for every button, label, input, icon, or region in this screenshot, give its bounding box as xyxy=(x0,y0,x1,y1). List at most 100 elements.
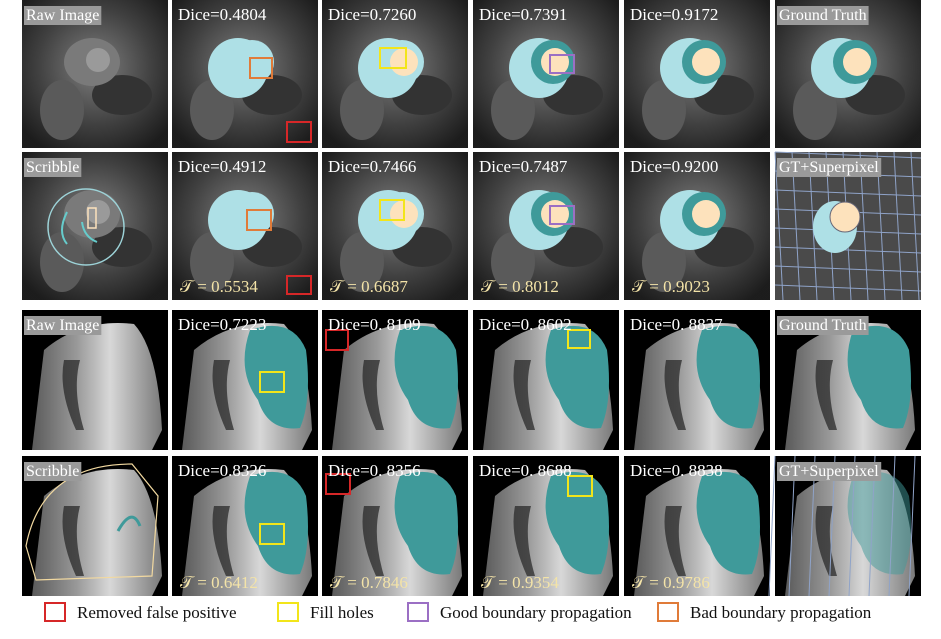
tissue xyxy=(92,75,152,115)
annotation-box xyxy=(246,209,272,231)
legend-label: Bad boundary propagation xyxy=(690,603,872,622)
tissue xyxy=(491,232,535,292)
superpixel-edge xyxy=(768,455,776,597)
ventricle xyxy=(513,360,535,430)
panel-tag-bg xyxy=(24,158,82,177)
panel-tag-bg xyxy=(777,316,869,335)
superpixel-edge xyxy=(774,151,784,301)
tissue xyxy=(491,80,535,140)
panel: Scribble xyxy=(22,152,168,300)
annotation-box xyxy=(549,205,575,225)
tau-label: 𝒯 = 0.9023 xyxy=(632,277,710,296)
superpixel-edge xyxy=(893,151,903,301)
ventricle xyxy=(86,48,110,72)
superpixel-edge xyxy=(908,455,916,597)
cavity-seg xyxy=(692,48,720,76)
superpixel-edge xyxy=(774,246,922,254)
panel-tag-bg xyxy=(24,6,102,25)
tissue xyxy=(642,232,686,292)
dice-label: Dice=0.4912 xyxy=(178,157,266,176)
tissue xyxy=(40,80,84,140)
ventricle xyxy=(212,360,234,430)
panel: Dice=0. 8838 𝒯 = 0.9786 xyxy=(624,456,770,596)
legend-swatch xyxy=(44,602,66,622)
dice-label: Dice=0.7487 xyxy=(479,157,568,176)
cavity-seg xyxy=(240,200,268,228)
tumor-seg xyxy=(545,325,609,429)
tau-label: 𝒯 = 0.7846 xyxy=(330,573,408,592)
annotation-box xyxy=(286,275,312,295)
dice-label: Dice=0.9172 xyxy=(630,5,718,24)
scribble xyxy=(116,515,142,532)
superpixel-edge xyxy=(774,284,922,292)
tau-label: 𝒯 = 0.9354 xyxy=(481,573,559,592)
dice-label: Dice=0.7466 xyxy=(328,157,416,176)
panel: Ground Truth xyxy=(775,310,921,450)
panel-tag-bg xyxy=(24,316,102,335)
ventricle xyxy=(62,506,84,576)
cavity-seg xyxy=(843,48,871,76)
legend-swatch xyxy=(407,602,429,622)
tissue xyxy=(92,227,152,267)
superpixel-edge xyxy=(774,189,922,197)
dice-label: Dice=0.7223 xyxy=(178,315,266,334)
tumor-seg xyxy=(696,471,760,575)
panel: Raw Image xyxy=(22,310,168,450)
legend-label: Removed false positive xyxy=(77,603,237,622)
tissue xyxy=(340,232,384,292)
panel-tag-bg xyxy=(777,158,882,177)
tau-label: 𝒯 = 0.6687 xyxy=(330,277,408,296)
dice-label: Dice=0.7391 xyxy=(479,5,567,24)
tissue xyxy=(642,80,686,140)
ventricle xyxy=(86,200,110,224)
tumor-seg xyxy=(394,471,458,575)
annotation-box xyxy=(286,121,312,143)
scribble xyxy=(61,211,98,245)
legend-label: Good boundary propagation xyxy=(440,603,632,622)
tissue xyxy=(190,80,234,140)
annotation-box xyxy=(325,473,351,495)
panel: Dice=0.9172 xyxy=(624,0,770,148)
ventricle xyxy=(62,360,84,430)
ventricle xyxy=(664,360,686,430)
panel: Dice=0.8326 𝒯 = 0.6412 xyxy=(172,456,318,596)
tau-label: 𝒯 = 0.9786 xyxy=(632,573,710,592)
tissue xyxy=(40,232,84,292)
annotation-box xyxy=(567,475,593,497)
tumor-seg xyxy=(847,471,911,575)
annotation-box xyxy=(259,523,285,545)
cavity-seg xyxy=(541,48,569,76)
panel: Raw Image xyxy=(22,0,168,148)
panel: Dice=0. 8688 𝒯 = 0.9354 xyxy=(473,456,619,596)
annotation-box xyxy=(549,54,575,74)
dice-label: Dice=0. 8838 xyxy=(630,461,723,480)
panel-tag-bg xyxy=(24,462,82,481)
cavity-seg xyxy=(240,48,268,76)
tumor-seg xyxy=(847,325,911,429)
tumor-seg xyxy=(696,325,760,429)
dice-label: Dice=0.8326 xyxy=(178,461,266,480)
annotation-box xyxy=(259,371,285,393)
panel: Dice=0. 8602 xyxy=(473,310,619,450)
ventricle xyxy=(212,506,234,576)
brain-slice xyxy=(32,323,162,450)
ventricle xyxy=(815,506,837,576)
panel: Dice=0.4912 𝒯 = 0.5534 xyxy=(172,152,318,300)
panel-tag: GT+Superpixel xyxy=(779,159,879,176)
cavity-seg xyxy=(692,200,720,228)
superpixel-edge xyxy=(888,455,896,597)
panel: Dice=0.7223 xyxy=(172,310,318,450)
legend-swatch xyxy=(277,602,299,622)
panel-tag: Scribble xyxy=(26,159,79,176)
panel: Dice=0. 8109 xyxy=(322,310,468,450)
panel: Dice=0.7391 xyxy=(473,0,619,148)
tau-label: 𝒯 = 0.8012 xyxy=(481,277,559,296)
legend-swatch xyxy=(657,602,679,622)
tumor-seg xyxy=(545,471,609,575)
tissue xyxy=(190,232,234,292)
superpixel-edge xyxy=(774,151,922,159)
dice-label: Dice=0. 8109 xyxy=(328,315,421,334)
ventricle xyxy=(664,506,686,576)
panel-tag: Scribble xyxy=(26,463,79,480)
